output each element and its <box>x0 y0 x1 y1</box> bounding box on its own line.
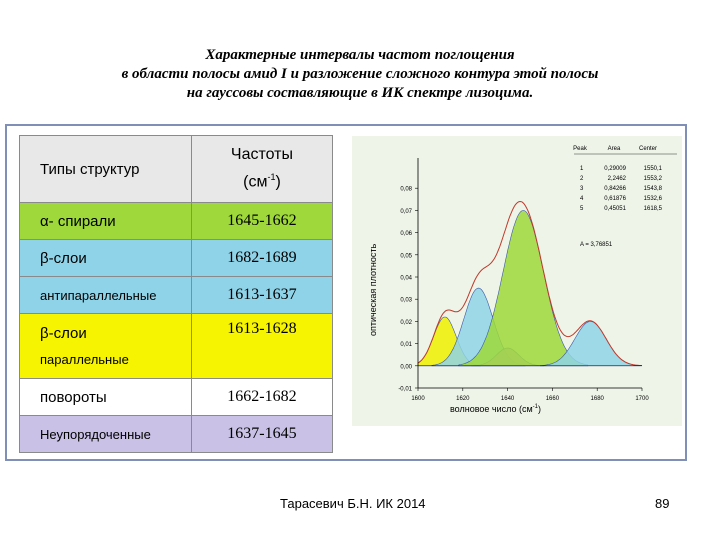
x-tick-label: 1640 <box>501 396 515 402</box>
spectrum-svg: -0,01 0,00 0,01 0,02 0,03 0,04 0,05 0,06 0,07 0,0… <box>368 146 677 414</box>
table-row: Неупорядоченные 1637-1645 <box>19 415 334 453</box>
legend-cell: 1543,8 <box>644 186 663 192</box>
x-tick-label: 1680 <box>591 396 605 402</box>
x-tick-label: 1660 <box>546 396 560 402</box>
x-axis-label: волновое число (см-1) <box>450 404 541 414</box>
legend-cell: 1553,2 <box>644 176 663 182</box>
legend-cell: 0,29009 <box>604 166 626 172</box>
row-label-beta: β-слои <box>19 239 192 277</box>
table-row: β-слои параллельные 1613-1628 <box>19 313 334 379</box>
row-value-beta-2: 1613-1637 <box>190 276 334 314</box>
y-tick-label: 0,02 <box>400 320 412 326</box>
y-tick-label: 0,00 <box>400 364 412 370</box>
envelope-curve <box>417 200 643 367</box>
legend-cell: 0,45051 <box>604 206 626 212</box>
title-line-1: Характерные интервалы частот поглощения <box>205 47 515 63</box>
legend-cell: 0,61876 <box>604 196 626 202</box>
row-label-alpha: α- спирали <box>19 202 192 240</box>
header-structure-types: Типы структур <box>19 135 192 203</box>
row-label-disordered: Неупорядоченные <box>19 415 192 453</box>
legend-cell: 1 <box>580 166 584 172</box>
row-value-beta-parallel: 1613-1628 <box>190 313 334 379</box>
y-tick-label: 0,06 <box>400 231 412 237</box>
header-frequencies-unit: (см-1) <box>243 172 281 191</box>
row-value-alpha: 1645-1662 <box>190 202 334 240</box>
title-line-2: в области полосы амид I и разложение сло… <box>121 66 599 82</box>
legend-header: Peak <box>573 146 588 152</box>
legend-cell: 1532,6 <box>644 196 663 202</box>
legend-cell: 3 <box>580 186 584 192</box>
chart-legend: Peak Area Center 1 0,29009 1550,1 2 2,2462 1553,… <box>573 146 677 248</box>
y-tick-label: 0,08 <box>400 187 412 193</box>
row-label-beta-2: β-слои <box>40 325 87 342</box>
row-label-antiparallel: антипараллельные <box>19 276 192 314</box>
footer-author: Тарасевич Б.Н. ИК 2014 <box>280 496 426 511</box>
legend-chi: A = 3,76851 <box>580 242 613 248</box>
y-tick-label: 0,05 <box>400 253 412 259</box>
row-label-parallel: параллельные <box>40 352 129 367</box>
legend-header: Area <box>608 146 621 152</box>
x-tick-label: 1700 <box>635 396 649 402</box>
legend-cell: 1618,5 <box>644 206 663 212</box>
table-header-row: Типы структур Частоты (см-1) <box>19 135 334 203</box>
table-row: повороты 1662-1682 <box>19 378 334 416</box>
x-tick-label: 1600 <box>411 396 425 402</box>
legend-cell: 0,84266 <box>604 186 626 192</box>
slide-title: Характерные интервалы частот поглощения … <box>40 46 680 103</box>
row-label-turns: повороты <box>19 378 192 416</box>
row-value-beta-1: 1682-1689 <box>190 239 334 277</box>
y-tick-label: 0,07 <box>400 209 412 215</box>
row-value-disordered: 1637-1645 <box>190 415 334 453</box>
y-tick-label: 0,03 <box>400 298 412 304</box>
legend-cell: 1550,1 <box>644 166 663 172</box>
legend-header: Center <box>639 146 657 152</box>
spectrum-chart: -0,01 0,00 0,01 0,02 0,03 0,04 0,05 0,06 0,07 0,0… <box>352 136 682 426</box>
title-line-3: на гауссовы составляющие в ИК спектре ли… <box>186 85 534 101</box>
table-row: антипараллельные 1613-1637 <box>19 276 334 314</box>
legend-cell: 5 <box>580 206 584 212</box>
header-frequencies: Частоты (см-1) <box>190 135 334 203</box>
page-number: 89 <box>655 496 670 511</box>
header-frequencies-label: Частоты <box>230 146 294 164</box>
structure-table: Типы структур Частоты (см-1) α- спирали … <box>19 135 334 453</box>
row-value-turns: 1662-1682 <box>190 378 334 416</box>
row-label-beta-parallel: β-слои параллельные <box>19 313 192 379</box>
y-tick-label: 0,04 <box>400 276 412 282</box>
legend-cell: 2 <box>580 176 584 182</box>
y-axis-label: оптическая плотность <box>368 244 378 336</box>
legend-cell: 4 <box>580 196 584 202</box>
table-row: α- спирали 1645-1662 <box>19 202 334 240</box>
x-tick-label: 1620 <box>456 396 470 402</box>
y-tick-label: 0,01 <box>400 342 412 348</box>
y-tick-label: -0,01 <box>398 387 412 393</box>
legend-cell: 2,2462 <box>608 176 627 182</box>
table-row: β-слои 1682-1689 <box>19 239 334 277</box>
